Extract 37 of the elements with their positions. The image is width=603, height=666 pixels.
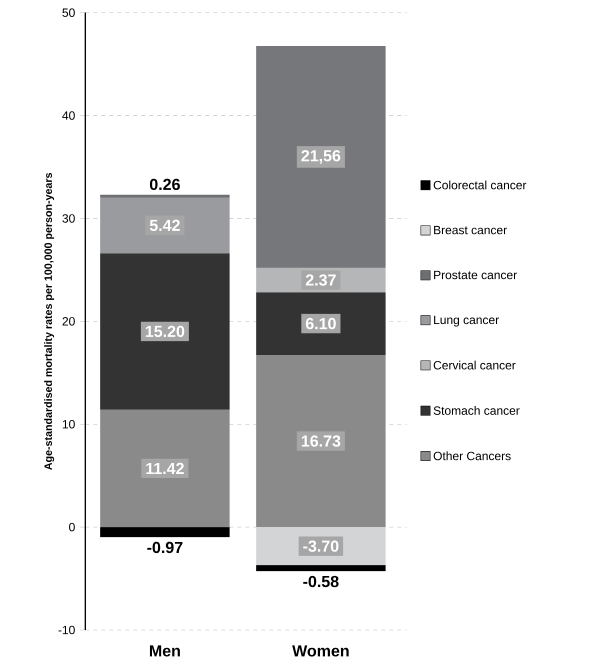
y-tick-label: 40 [62,111,75,120]
bar [256,354,386,528]
data-label: -3.70 [303,540,338,552]
bar [100,197,230,254]
bar [100,253,230,410]
bar [256,46,386,268]
data-label: 2.37 [306,274,336,286]
y-tick-label: 10 [62,420,75,428]
legend-label: Stomach cancer [434,406,520,415]
bar [100,527,230,538]
data-label: 6.10 [306,318,336,330]
data-label: -0.97 [147,542,182,554]
y-tick-label: 30 [62,214,75,223]
legend-label: Lung cancer [434,316,499,327]
bar [100,194,230,198]
bar [256,565,386,572]
legend-label: Other Cancers [434,451,511,460]
y-tick-label: -10 [58,626,75,634]
x-tick-label: Men [150,645,180,657]
data-label: 21,56 [301,150,340,164]
bar [100,410,230,528]
y-tick-label: 20 [62,317,75,326]
legend-label: Colorectal cancer [434,180,526,190]
data-label: 11.42 [146,462,184,474]
data-label: 0.26 [150,178,180,190]
data-label: -0.58 [303,576,339,588]
data-label: 5.42 [150,220,180,231]
y-axis-title: Age-standardised mortality rates per 100,000 person-years [44,172,54,470]
data-label: 15.20 [146,326,184,338]
legend-label: Prostate cancer [434,270,517,280]
y-tick-label: 50 [62,8,75,17]
legend-label: Breast cancer [434,226,507,234]
y-tick-label: 0 [69,522,75,532]
data-label: 16.73 [302,435,340,447]
bar [256,292,386,355]
legend-label: Cervical cancer [434,360,516,370]
x-tick-label: Women [292,645,349,657]
